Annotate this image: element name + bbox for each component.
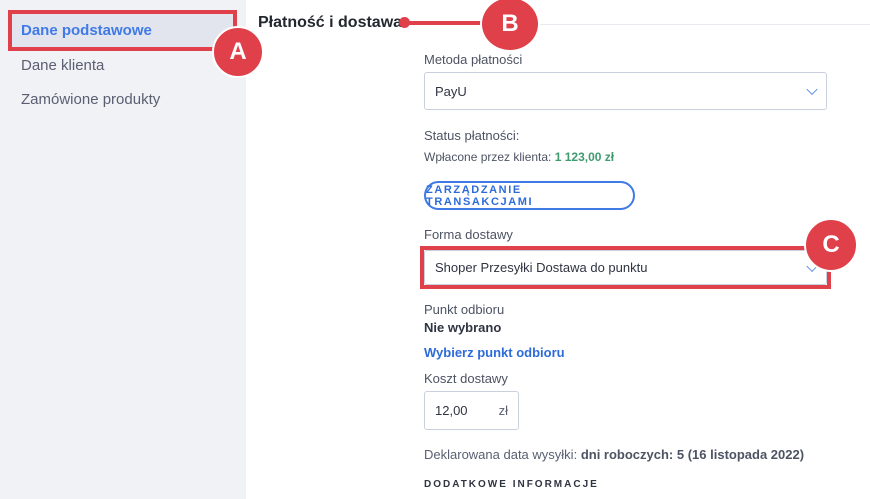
delivery-cost-input[interactable]: 12,00 zł: [424, 391, 519, 430]
chevron-down-icon: [806, 83, 818, 96]
paid-value: 1 123,00 zł: [554, 150, 615, 164]
sidebar-item-zamowione-produkty[interactable]: Zamówione produkty: [21, 91, 161, 108]
sidebar-item-dane-podstawowe[interactable]: Dane podstawowe: [10, 14, 234, 48]
declared-label: Deklarowana data wysyłki:: [424, 447, 578, 462]
payment-method-value: PayU: [435, 83, 467, 99]
delivery-cost-label: Koszt dostawy: [424, 371, 508, 386]
currency-unit: zł: [498, 403, 508, 418]
payment-method-select[interactable]: PayU: [424, 72, 827, 110]
sidebar: Dane podstawowe Dane klienta Zamówione p…: [0, 0, 246, 499]
sidebar-item-dane-klienta[interactable]: Dane klienta: [21, 57, 105, 74]
annotation-badge-b: B: [480, 0, 540, 52]
divider: [420, 24, 870, 25]
payment-method-label: Metoda płatności: [424, 52, 523, 67]
pickup-point-label: Punkt odbioru: [424, 302, 505, 317]
page-title: Płatność i dostawa: [258, 14, 403, 31]
declared-value: dni roboczych: 5 (16 listopada 2022): [580, 447, 805, 462]
choose-pickup-point-link[interactable]: Wybierz punkt odbioru: [424, 345, 565, 360]
delivery-cost-value: 12,00: [435, 403, 468, 418]
annotation-badge-a: A: [212, 26, 264, 78]
delivery-form-value: Shoper Przesyłki Dostawa do punktu: [435, 260, 648, 275]
annotation-badge-c: C: [804, 218, 858, 272]
delivery-form-select[interactable]: Shoper Przesyłki Dostawa do punktu: [424, 250, 827, 285]
declared-shipping-date: Deklarowana data wysyłki: dni roboczych:…: [424, 447, 804, 462]
annotation-line-b: [404, 21, 484, 25]
additional-info-heading: DODATKOWE INFORMACJE: [424, 479, 599, 490]
paid-label: Wpłacone przez klienta:: [424, 150, 552, 164]
delivery-form-label: Forma dostawy: [424, 227, 513, 242]
payment-status-label: Status płatności:: [424, 128, 520, 143]
paid-by-client: Wpłacone przez klienta: 1 123,00 zł: [424, 150, 614, 164]
manage-transactions-button[interactable]: ZARZĄDZANIE TRANSAKCJAMI: [424, 181, 635, 210]
pickup-point-value: Nie wybrano: [424, 320, 502, 335]
